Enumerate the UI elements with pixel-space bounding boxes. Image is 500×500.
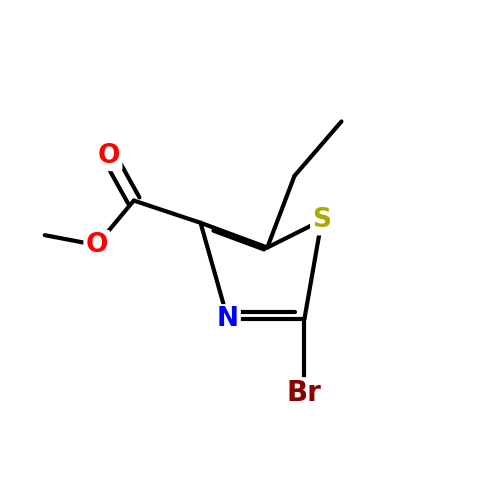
Text: N: N <box>217 306 239 332</box>
Text: O: O <box>86 232 108 258</box>
Text: S: S <box>312 208 331 234</box>
Text: Br: Br <box>287 380 322 407</box>
Text: O: O <box>98 143 120 169</box>
